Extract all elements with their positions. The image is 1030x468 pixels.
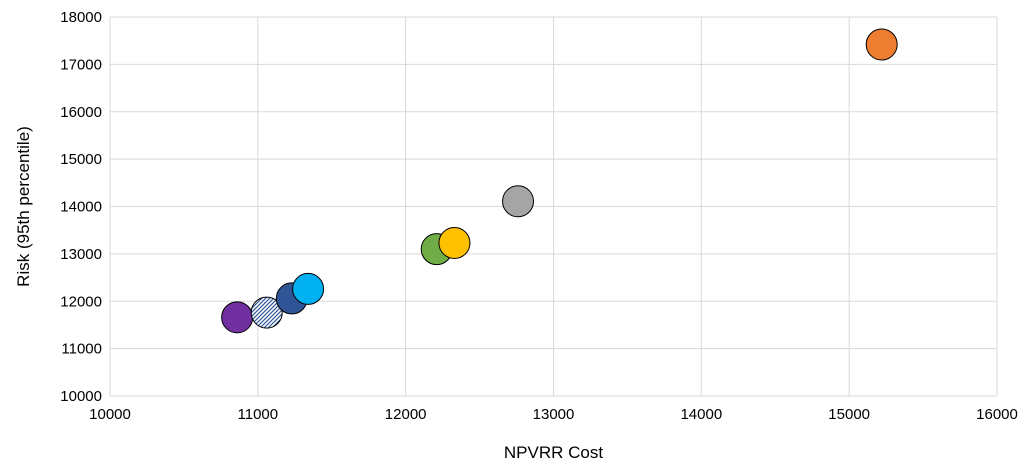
y-tick-label: 18000 <box>60 9 102 26</box>
data-points <box>221 28 898 334</box>
y-tick-label: 17000 <box>60 56 102 73</box>
x-tick-label: 11000 <box>238 406 279 423</box>
x-tick-label: 14000 <box>680 406 722 423</box>
x-tick-label: 10000 <box>89 406 131 423</box>
y-tick-label: 15000 <box>60 151 102 168</box>
gridlines <box>109 16 998 397</box>
data-point <box>292 272 325 305</box>
data-point <box>250 296 283 329</box>
y-tick-label: 10000 <box>60 388 102 405</box>
x-tick-labels: 10000 11000 12000 13000 14000 15000 16000 <box>89 406 1018 423</box>
data-point <box>221 301 254 334</box>
y-tick-labels: 10000 11000 12000 13000 14000 15000 16000 17000… <box>60 9 102 405</box>
x-axis-title: NPVRR Cost <box>504 443 603 462</box>
y-tick-label: 11000 <box>61 341 102 358</box>
x-tick-label: 12000 <box>385 406 427 423</box>
y-tick-label: 14000 <box>60 199 102 216</box>
y-tick-label: 12000 <box>60 293 102 310</box>
x-tick-label: 16000 <box>976 406 1018 423</box>
y-tick-label: 16000 <box>60 104 102 121</box>
y-axis-title: Risk (95th percentile) <box>14 126 33 287</box>
data-point <box>502 185 535 218</box>
data-point <box>438 226 471 259</box>
y-tick-label: 13000 <box>60 246 102 263</box>
x-tick-label: 15000 <box>828 406 870 423</box>
data-point <box>865 28 898 61</box>
x-tick-label: 13000 <box>533 406 575 423</box>
